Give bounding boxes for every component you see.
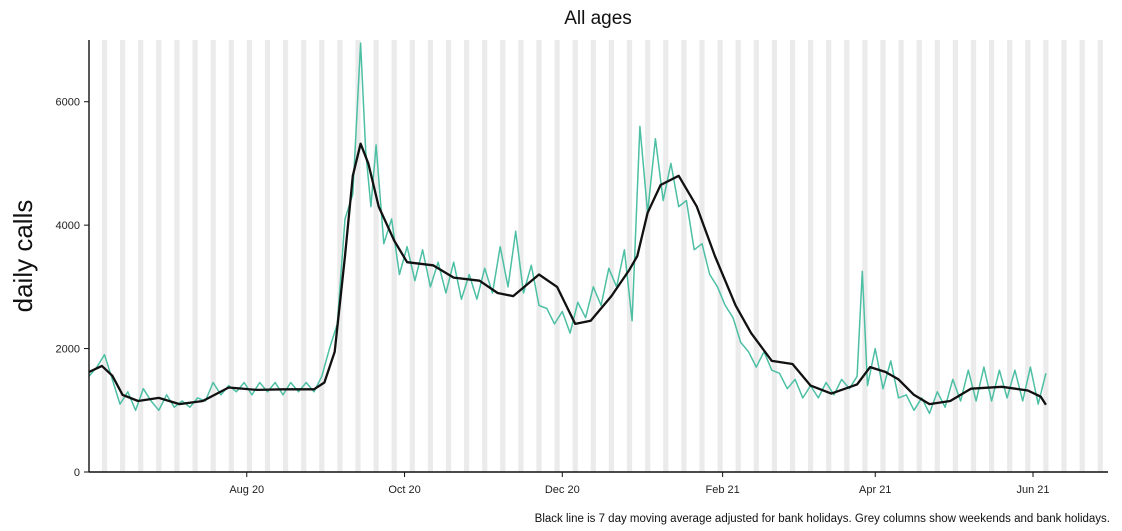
- weekend-column: [156, 40, 162, 472]
- weekend-column: [554, 40, 560, 472]
- x-tick-label: Jun 21: [1016, 484, 1049, 496]
- weekend-column: [970, 40, 977, 472]
- weekend-column: [373, 40, 379, 472]
- weekend-column: [1025, 40, 1031, 472]
- weekend-column: [735, 40, 741, 472]
- weekend-column: [409, 40, 415, 472]
- y-tick-label: 6000: [56, 97, 80, 109]
- weekend-column: [952, 40, 958, 472]
- y-tick-label: 2000: [56, 344, 80, 356]
- weekend-column: [663, 40, 669, 472]
- weekend-column: [301, 40, 307, 472]
- weekend-column: [1061, 40, 1067, 472]
- weekend-column: [753, 40, 759, 472]
- weekend-column: [283, 40, 289, 472]
- series-line-daily-calls: [88, 42, 1047, 415]
- weekend-column: [681, 40, 687, 472]
- weekend-column: [337, 40, 343, 472]
- weekend-column: [645, 40, 651, 472]
- weekend-column: [192, 40, 198, 472]
- weekend-column: [174, 40, 180, 472]
- weekend-column: [500, 40, 506, 472]
- weekend-column: [445, 40, 452, 472]
- series-line-moving-average: [88, 142, 1047, 406]
- weekend-column: [771, 40, 777, 472]
- y-tick-label: 0: [74, 467, 80, 479]
- x-tick-label: Dec 20: [545, 484, 580, 496]
- weekend-column: [880, 40, 886, 472]
- weekend-column: [844, 40, 850, 472]
- chart-caption: Black line is 7 day moving average adjus…: [535, 513, 1110, 525]
- x-tick-label: Aug 20: [229, 484, 264, 496]
- weekend-column: [808, 40, 814, 472]
- weekend-column: [862, 40, 868, 472]
- x-tick-label: Apr 21: [859, 484, 891, 496]
- y-tick-label: 4000: [56, 220, 80, 232]
- weekend-column: [1007, 40, 1013, 472]
- weekend-column: [572, 40, 578, 472]
- weekend-column: [1043, 40, 1049, 472]
- weekend-column: [355, 40, 361, 472]
- y-axis-label: daily calls: [8, 200, 38, 313]
- series-layer: [88, 42, 1047, 415]
- weekend-column: [590, 40, 596, 472]
- weekend-column: [264, 40, 271, 472]
- weekend-column: [1079, 40, 1085, 472]
- weekend-column: [1097, 40, 1103, 472]
- weekend-column: [120, 40, 126, 472]
- weekend-column: [536, 40, 542, 472]
- weekend-column: [608, 40, 614, 472]
- weekend-column: [898, 40, 904, 472]
- weekend-column: [319, 40, 325, 472]
- weekend-column: [210, 40, 216, 472]
- x-tick-label: Feb 21: [706, 484, 740, 496]
- chart-title: All ages: [564, 8, 632, 29]
- weekend-column: [699, 40, 705, 472]
- weekend-column: [789, 40, 796, 472]
- weekend-column: [916, 40, 922, 472]
- weekend-column: [101, 40, 108, 472]
- weekend-column: [717, 40, 723, 472]
- weekend-column: [228, 40, 234, 472]
- weekend-column: [246, 40, 252, 472]
- y-ticks: 0 2000 4000 6000: [56, 97, 89, 479]
- weekend-column: [518, 40, 524, 472]
- weekend-column: [427, 40, 433, 472]
- x-ticks: Aug 20 Oct 20 Dec 20 Feb 21 Apr 21 Jun 21: [229, 472, 1050, 496]
- weekend-column: [989, 40, 995, 472]
- weekend-column: [934, 40, 940, 472]
- weekend-columns: [101, 40, 1103, 472]
- weekend-column: [391, 40, 397, 472]
- weekend-column: [826, 40, 832, 472]
- weekend-column: [464, 40, 470, 472]
- weekend-column: [482, 40, 488, 472]
- weekend-column: [626, 40, 633, 472]
- x-tick-label: Oct 20: [388, 484, 420, 496]
- weekend-column: [138, 40, 144, 472]
